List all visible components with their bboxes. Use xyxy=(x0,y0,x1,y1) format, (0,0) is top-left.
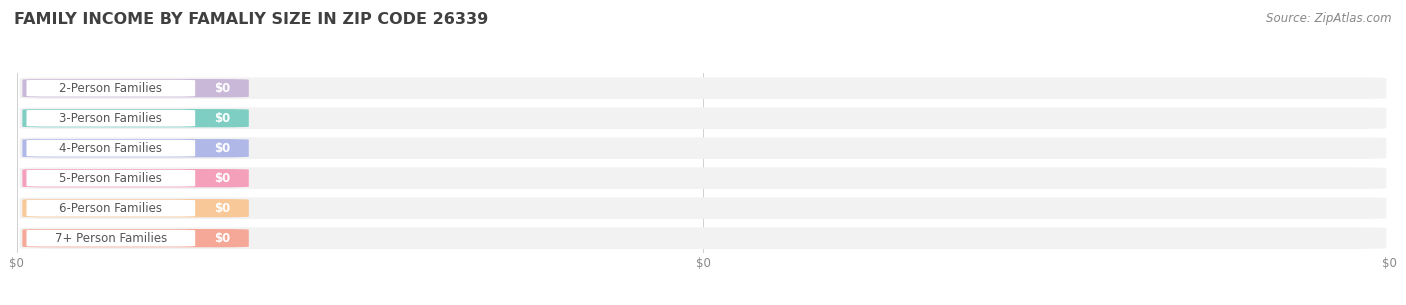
FancyBboxPatch shape xyxy=(27,110,195,127)
FancyBboxPatch shape xyxy=(27,170,195,187)
Text: 7+ Person Families: 7+ Person Families xyxy=(55,232,167,245)
FancyBboxPatch shape xyxy=(20,197,1386,219)
FancyBboxPatch shape xyxy=(27,200,195,217)
FancyBboxPatch shape xyxy=(20,107,1386,129)
Text: $0: $0 xyxy=(214,172,231,185)
FancyBboxPatch shape xyxy=(22,139,249,157)
Text: Source: ZipAtlas.com: Source: ZipAtlas.com xyxy=(1267,12,1392,25)
FancyBboxPatch shape xyxy=(27,80,195,97)
FancyBboxPatch shape xyxy=(22,199,249,217)
FancyBboxPatch shape xyxy=(20,77,1386,99)
Text: 5-Person Families: 5-Person Families xyxy=(59,172,162,185)
Text: $0: $0 xyxy=(214,232,231,245)
Text: $0: $0 xyxy=(214,142,231,155)
Text: 6-Person Families: 6-Person Families xyxy=(59,202,162,215)
Text: $0: $0 xyxy=(214,112,231,125)
FancyBboxPatch shape xyxy=(20,227,1386,249)
Text: FAMILY INCOME BY FAMALIY SIZE IN ZIP CODE 26339: FAMILY INCOME BY FAMALIY SIZE IN ZIP COD… xyxy=(14,12,488,27)
Text: $0: $0 xyxy=(214,202,231,215)
Text: 3-Person Families: 3-Person Families xyxy=(59,112,162,125)
FancyBboxPatch shape xyxy=(22,79,249,97)
FancyBboxPatch shape xyxy=(27,230,195,246)
FancyBboxPatch shape xyxy=(22,109,249,127)
Text: 2-Person Families: 2-Person Families xyxy=(59,82,162,95)
Text: $0: $0 xyxy=(214,82,231,95)
FancyBboxPatch shape xyxy=(27,140,195,156)
FancyBboxPatch shape xyxy=(22,229,249,247)
FancyBboxPatch shape xyxy=(20,167,1386,189)
FancyBboxPatch shape xyxy=(22,169,249,187)
FancyBboxPatch shape xyxy=(20,137,1386,159)
Text: 4-Person Families: 4-Person Families xyxy=(59,142,162,155)
